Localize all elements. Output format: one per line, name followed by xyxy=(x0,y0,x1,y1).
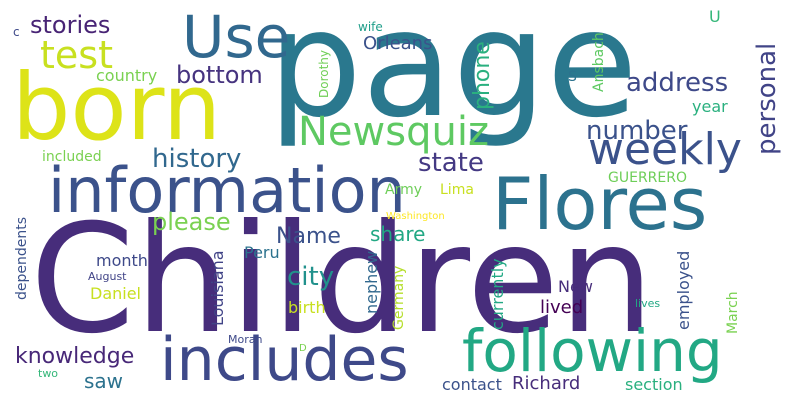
word-u: U xyxy=(709,7,721,26)
word-state: state xyxy=(418,148,484,178)
word-section: section xyxy=(625,375,683,394)
word-s: S xyxy=(568,69,577,85)
word-weekly: weekly xyxy=(588,124,742,175)
word-dependents: dependents xyxy=(14,216,30,300)
word-lima: Lima xyxy=(440,182,474,198)
word-country: country xyxy=(96,66,158,85)
word-following: following xyxy=(462,317,723,385)
word-washington: Washington xyxy=(386,211,445,222)
word-daniel: Daniel xyxy=(90,284,141,303)
word-richard: Richard xyxy=(512,373,581,394)
word-august: August xyxy=(88,270,127,283)
word-test: test xyxy=(40,33,113,77)
word-currently: currently xyxy=(488,258,507,330)
word-newsquiz: Newsquiz xyxy=(298,109,489,155)
word-history: history xyxy=(152,144,242,174)
word-knowledge: knowledge xyxy=(15,344,135,369)
word-includes: includes xyxy=(160,325,409,395)
word-bottom: bottom xyxy=(176,61,263,89)
word-birth: birth xyxy=(288,298,326,317)
word-lived: lived xyxy=(540,297,584,318)
word-address: address xyxy=(626,68,729,98)
word-use: Use xyxy=(182,3,291,71)
word-dorothy: Dorothy xyxy=(317,49,331,98)
word-flores: Flores xyxy=(492,162,708,246)
word-page: page xyxy=(268,0,638,150)
word-saw: saw xyxy=(84,369,124,393)
word-lives: lives xyxy=(635,297,661,310)
word-contact: contact xyxy=(442,375,502,394)
word-wife: wife xyxy=(358,20,383,34)
word-born: born xyxy=(12,54,222,161)
word-children: Children xyxy=(30,193,655,367)
word-army: Army xyxy=(385,182,423,198)
word-year: year xyxy=(692,97,728,116)
word-two: two xyxy=(38,367,59,380)
word-guerrero: GUERRERO xyxy=(608,170,687,186)
word-stories: stories xyxy=(30,11,111,39)
word-new: New xyxy=(558,277,593,296)
word-c: c xyxy=(13,25,20,39)
word-moran: Moran xyxy=(228,333,263,346)
word-d: D xyxy=(299,343,307,354)
word-louisiana: Louisiana xyxy=(208,250,227,326)
word-please: please xyxy=(152,208,231,236)
word-month: month xyxy=(96,251,148,270)
word-city: city xyxy=(287,262,335,292)
word-information: information xyxy=(48,154,406,227)
word-ansbach: Ansbach xyxy=(591,32,607,92)
word-phone: phone xyxy=(470,41,495,110)
word-number: number xyxy=(586,116,688,146)
word-orleans: Orleans xyxy=(363,33,433,54)
word-peru: Peru xyxy=(244,243,280,262)
word-personal: personal xyxy=(752,42,782,155)
word-included: included xyxy=(42,149,102,165)
word-share: share xyxy=(370,222,426,246)
word-name: Name xyxy=(276,224,341,249)
word-employed: employed xyxy=(674,250,693,330)
word-nephew: nephew xyxy=(362,250,381,314)
word-germany: Germany xyxy=(391,265,407,330)
word-march: March xyxy=(725,291,741,334)
